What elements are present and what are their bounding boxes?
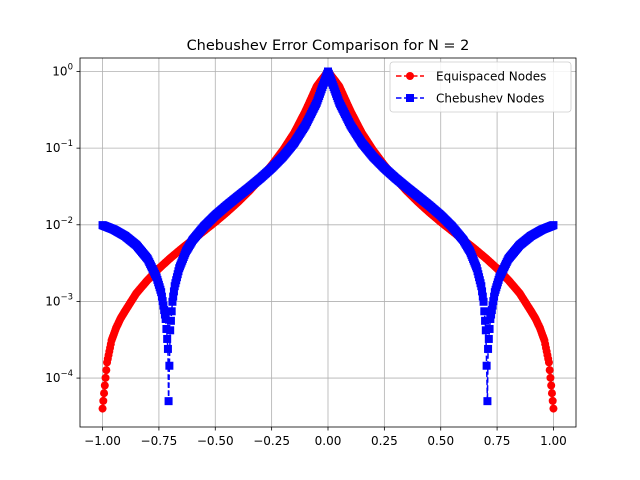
data-point: [163, 334, 172, 343]
data-point: [549, 221, 558, 230]
x-tick-label: −0.25: [253, 434, 290, 448]
data-point: [489, 297, 498, 306]
data-point: [161, 315, 170, 323]
data-point: [166, 326, 175, 335]
data-point: [100, 389, 109, 398]
data-point: [478, 292, 487, 301]
data-point: [481, 316, 490, 325]
y-tick-label-base: 10: [45, 371, 60, 385]
x-tick-label: 1.00: [540, 434, 567, 448]
data-point: [547, 381, 556, 390]
data-point: [159, 301, 168, 310]
y-tick-label-base: 10: [45, 141, 60, 155]
x-tick-label: −0.50: [197, 434, 234, 448]
chart-title: Chebushev Error Comparison for N = 2: [187, 38, 470, 54]
plot-series: [98, 67, 558, 413]
data-point: [490, 292, 499, 301]
data-point: [478, 287, 487, 296]
data-point: [157, 288, 166, 297]
legend-label-equispaced: Equispaced Nodes: [436, 70, 546, 84]
legend-box: [389, 61, 572, 113]
data-point: [102, 366, 111, 375]
data-point: [477, 282, 486, 291]
y-tick-label-exponent: −1: [60, 139, 73, 149]
data-point: [160, 306, 169, 315]
data-point: [158, 297, 167, 306]
data-point: [479, 297, 488, 306]
data-point: [486, 315, 495, 323]
data-point: [166, 316, 175, 325]
x-tick-label: 0.50: [427, 434, 454, 448]
data-point: [487, 306, 496, 315]
data-point: [157, 292, 166, 301]
legend-label-chebushev: Chebushev Nodes: [436, 92, 544, 106]
y-tick-label-exponent: −4: [60, 369, 73, 379]
data-point: [101, 373, 110, 382]
y-tick-label: 10−2: [45, 216, 73, 232]
y-tick-label-exponent: −2: [60, 216, 73, 226]
data-point: [165, 361, 174, 370]
x-tick-label: 0.00: [315, 434, 342, 448]
y-tick-label-exponent: −3: [60, 292, 73, 302]
data-point: [160, 310, 169, 319]
data-point: [169, 287, 178, 296]
legend-marker-equispaced: [406, 72, 414, 80]
data-point: [169, 292, 178, 301]
x-tick-label: 0.75: [484, 434, 511, 448]
data-point: [484, 344, 493, 353]
data-point: [545, 366, 554, 375]
data-point: [544, 358, 553, 367]
x-tick-label: −0.75: [141, 434, 178, 448]
data-point: [168, 297, 177, 306]
data-point: [547, 389, 556, 398]
data-point: [164, 397, 173, 406]
y-tick-label-exponent: 0: [68, 62, 73, 72]
axis-ticks: −1.00 −0.75 −0.50 −0.25 0.00 0.25 0.50 0.75 1.00…: [45, 62, 567, 448]
series-1: [98, 67, 558, 406]
y-tick-label: 100: [52, 62, 73, 78]
y-tick-label: 10−1: [45, 139, 73, 155]
y-tick-label-base: 10: [52, 64, 67, 78]
y-tick-label-base: 10: [45, 294, 60, 308]
data-point: [99, 396, 108, 405]
x-tick-label: 0.25: [371, 434, 398, 448]
data-point: [98, 404, 107, 413]
data-point: [167, 307, 176, 316]
y-tick-label-base: 10: [45, 218, 60, 232]
data-point: [548, 396, 557, 405]
data-point: [549, 404, 558, 413]
x-tick-label: −1.00: [84, 434, 121, 448]
data-point: [100, 381, 109, 390]
data-point: [484, 334, 493, 343]
data-point: [482, 361, 491, 370]
y-tick-label: 10−4: [45, 369, 73, 385]
data-point: [483, 397, 492, 406]
data-point: [488, 301, 497, 310]
data-point: [546, 373, 555, 382]
data-point: [163, 344, 172, 353]
data-point: [487, 310, 496, 319]
data-point: [480, 307, 489, 316]
legend: Equispaced Nodes Chebushev Nodes: [389, 61, 572, 113]
y-tick-label: 10−3: [45, 292, 73, 308]
legend-marker-chebushev: [406, 94, 414, 102]
data-point: [485, 324, 494, 333]
